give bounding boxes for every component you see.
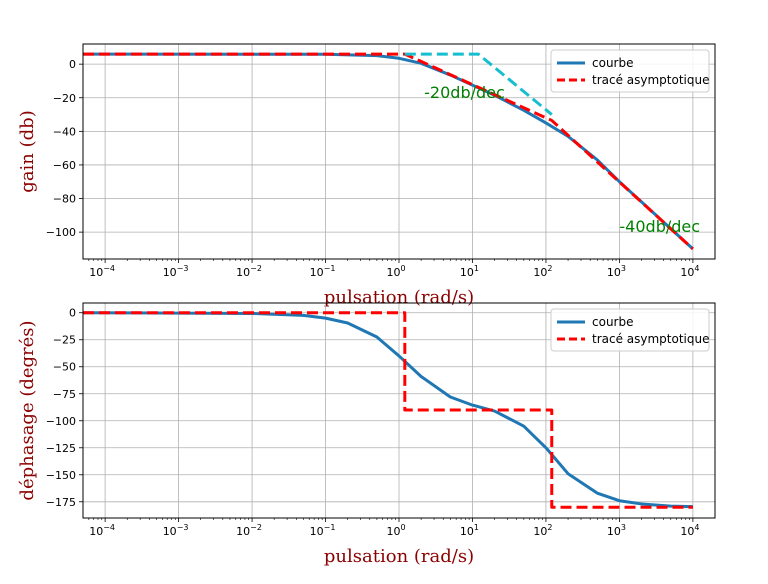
phase-x-tick-label: 10−3 bbox=[163, 523, 189, 538]
phase-x-tick-exponent: 4 bbox=[694, 523, 699, 532]
gain-axes-frame bbox=[82, 43, 716, 260]
gain-x-tick-label: 10−4 bbox=[89, 264, 115, 279]
phase-x-tick-label: 104 bbox=[680, 523, 699, 538]
gain-y-tick-label: −80 bbox=[53, 193, 76, 206]
phase-y-tick-label: −150 bbox=[46, 469, 76, 482]
gain-x-tick-exponent: −3 bbox=[177, 264, 189, 273]
phase-x-tick-label: 10−1 bbox=[310, 523, 336, 538]
gain-y-tick-label: −20 bbox=[53, 92, 76, 105]
phase-x-tick-exponent: −1 bbox=[324, 523, 336, 532]
phase-x-tick-exponent: 3 bbox=[621, 523, 626, 532]
phase-x-tick-exponent: −2 bbox=[250, 523, 262, 532]
gain-y-tick-label: 0 bbox=[69, 58, 76, 71]
gain-y-axis-label: gain (db) bbox=[17, 110, 38, 192]
gain-plot: 10−4 10−3 10−2 10−1 100 101 102 103 1040−20−40−6… bbox=[17, 43, 716, 308]
phase-x-tick-label: 10−4 bbox=[89, 523, 115, 538]
gain-x-tick-exponent: −2 bbox=[250, 264, 262, 273]
gain-x-tick-label: 10−3 bbox=[163, 264, 189, 279]
phase-x-tick-label: 100 bbox=[386, 523, 405, 538]
gain-legend-entry: courbe bbox=[592, 56, 633, 70]
phase-x-axis-label: pulsation (rad/s) bbox=[324, 546, 474, 567]
phase-plot-area bbox=[83, 311, 693, 509]
phase-series-courbe-line bbox=[83, 311, 693, 509]
gain-series-2-line bbox=[404, 52, 553, 116]
gain-x-tick-label: 10−1 bbox=[310, 264, 336, 279]
gain-x-tick-exponent: 4 bbox=[694, 264, 699, 273]
phase-x-tick-label: 101 bbox=[460, 523, 479, 538]
phase-legend-entry: tracé asymptotique bbox=[592, 332, 710, 346]
gain-x-tick-exponent: 3 bbox=[621, 264, 626, 273]
phase-y-tick-label: 0 bbox=[69, 307, 76, 320]
gain-y-tick-label: −40 bbox=[53, 125, 76, 138]
gain-x-tick-label: 102 bbox=[533, 264, 552, 279]
gain-x-tick-label: 100 bbox=[386, 264, 405, 279]
gain-x-tick-label: 101 bbox=[460, 264, 479, 279]
gain-x-tick-exponent: 2 bbox=[547, 264, 552, 273]
phase-x-tick-label: 102 bbox=[533, 523, 552, 538]
gain-annotation: -40db/dec bbox=[619, 217, 700, 236]
phase-legend-box bbox=[550, 308, 710, 352]
gain-x-tick-exponent: −1 bbox=[324, 264, 336, 273]
gain-y-tick-label: −100 bbox=[46, 226, 76, 239]
phase-y-tick-label: −50 bbox=[53, 361, 76, 374]
phase-legend: courbe tracé asymptotique bbox=[550, 308, 710, 352]
gain-series-asymptote-line bbox=[83, 52, 694, 251]
phase-x-tick-exponent: 0 bbox=[400, 523, 405, 532]
gain-x-tick-label: 104 bbox=[680, 264, 699, 279]
phase-y-tick-label: −75 bbox=[53, 388, 76, 401]
gain-plot-area bbox=[83, 52, 694, 251]
gain-annotation: -20db/dec bbox=[424, 83, 505, 102]
phase-x-tick-label: 10−2 bbox=[236, 523, 262, 538]
phase-x-tick-label: 103 bbox=[607, 523, 626, 538]
phase-axes-frame bbox=[82, 302, 716, 519]
phase-x-tick-exponent: 2 bbox=[547, 523, 552, 532]
gain-y-tick-label: −60 bbox=[53, 159, 76, 172]
gain-ticks: 10−4 10−3 10−2 10−1 100 101 102 103 1040−20−40−6… bbox=[46, 58, 700, 279]
gain-x-tick-label: 10−2 bbox=[236, 264, 262, 279]
gain-x-tick-label: 103 bbox=[607, 264, 626, 279]
gain-legend-entry: tracé asymptotique bbox=[592, 73, 710, 87]
gain-x-tick-exponent: 0 bbox=[400, 264, 405, 273]
phase-y-tick-label: −125 bbox=[46, 442, 76, 455]
phase-y-tick-label: −100 bbox=[46, 415, 76, 428]
gain-annotations: -20db/dec -40db/dec bbox=[424, 83, 700, 236]
phase-legend-entry: courbe bbox=[592, 315, 633, 329]
phase-plot: 10−4 10−3 10−2 10−1 100 101 102 103 1040−25−50−7… bbox=[17, 302, 716, 567]
phase-x-tick-exponent: 1 bbox=[474, 523, 479, 532]
gain-legend: courbe tracé asymptotique bbox=[550, 49, 710, 93]
phase-y-tick-label: −175 bbox=[46, 496, 76, 509]
phase-y-axis-label: déphasage (degrés) bbox=[17, 320, 38, 500]
phase-y-tick-label: −25 bbox=[53, 334, 76, 347]
phase-x-tick-exponent: −4 bbox=[103, 523, 115, 532]
gain-x-tick-exponent: −4 bbox=[103, 264, 115, 273]
phase-x-tick-exponent: −3 bbox=[177, 523, 189, 532]
gain-legend-box bbox=[550, 49, 710, 93]
gain-x-tick-exponent: 1 bbox=[474, 264, 479, 273]
